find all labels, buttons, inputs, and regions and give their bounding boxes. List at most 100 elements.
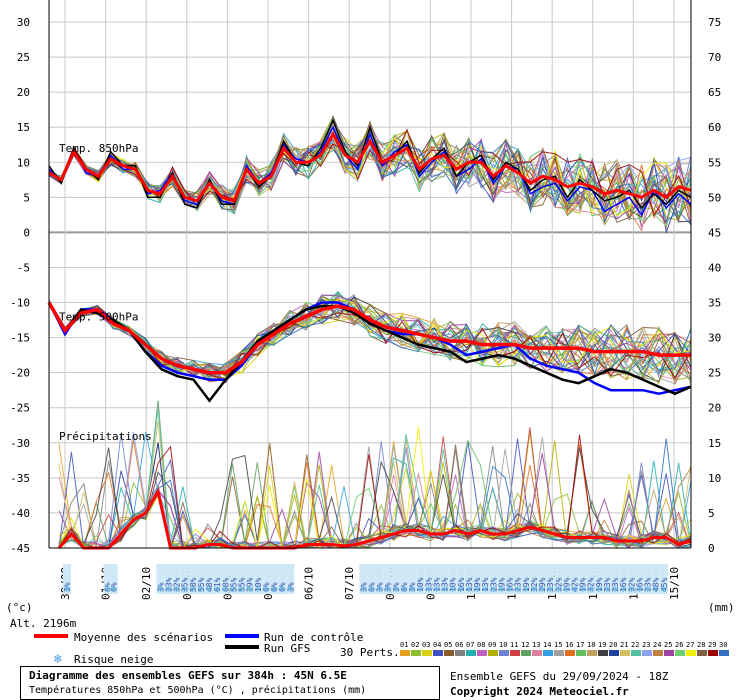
- snow-risk-band: [643, 564, 652, 594]
- pert-number: 26: [675, 641, 683, 649]
- snow-risk-band: [237, 564, 246, 594]
- footer-box: Diagramme des ensembles GEFS sur 384h : …: [20, 666, 440, 700]
- x-tick-label: 15/10: [668, 567, 681, 600]
- snow-risk-band: [375, 564, 384, 594]
- snow-risk-band: [221, 564, 230, 594]
- pert-swatch: [598, 650, 608, 656]
- snow-risk-pct: 19%: [579, 577, 588, 592]
- snowflake-icon: ❄: [621, 585, 627, 595]
- panel-label-t500: Temp. 500hPa: [59, 311, 138, 324]
- snowflake-icon: ❄: [401, 585, 407, 595]
- left-tick-label: 20: [17, 86, 30, 99]
- snowflake-icon: ❄: [231, 585, 237, 595]
- pert-swatch: [477, 650, 487, 656]
- left-tick-label: -15: [10, 332, 30, 345]
- snow-risk-pct: 32%: [173, 577, 182, 592]
- snow-risk-pct: 16%: [506, 577, 515, 592]
- snowflake-icon: ❄: [158, 585, 164, 595]
- pert-number: 05: [444, 641, 452, 649]
- snowflake-icon: ❄: [466, 585, 472, 595]
- snowflake-icon: ❄: [482, 585, 488, 595]
- pert-number: 08: [477, 641, 485, 649]
- pert-number: 18: [587, 641, 595, 649]
- left-tick-label: 30: [17, 16, 30, 29]
- right-tick-label: 20: [708, 402, 721, 415]
- snow-risk-pct: 32%: [554, 577, 563, 592]
- pert-swatch: [719, 650, 729, 656]
- snow-risk-band: [538, 564, 547, 594]
- pert-number: 04: [433, 641, 441, 649]
- pert-number: 24: [653, 641, 661, 649]
- snow-risk-band: [497, 564, 506, 594]
- pert-swatch: [521, 650, 531, 656]
- snowflake-icon: ❄: [166, 585, 172, 595]
- snow-risk-band: [164, 564, 173, 594]
- member-850-line: [48, 123, 692, 230]
- pert-swatch: [620, 650, 630, 656]
- snow-risk-band: [627, 564, 636, 594]
- left-tick-label: 0: [23, 226, 30, 239]
- snow-risk-pct: 29%: [538, 577, 547, 592]
- snow-risk-band: [188, 564, 197, 594]
- snow-risk-pct: 42%: [571, 577, 580, 592]
- snowflake-icon: ❄: [596, 585, 602, 595]
- pert-number: 06: [455, 641, 463, 649]
- snowflake-icon: ❄: [661, 585, 667, 595]
- pert-number: 25: [664, 641, 672, 649]
- pert-swatch: [444, 650, 454, 656]
- snowflake-icon: ❄: [442, 585, 448, 595]
- snow-risk-pct: 6%: [400, 582, 409, 592]
- pert-number: 16: [565, 641, 573, 649]
- snow-risk-band: [261, 564, 270, 594]
- snow-risk-pct: 19%: [473, 577, 482, 592]
- snow-risk-pct: 13%: [441, 577, 450, 592]
- left-tick-label: 10: [17, 156, 30, 169]
- snow-risk-band: [245, 564, 254, 594]
- snowflake-icon: ❄: [111, 585, 117, 595]
- left-tick-label: 5: [23, 191, 30, 204]
- snowflake-icon: ❄: [361, 585, 367, 595]
- pert-swatch: [411, 650, 421, 656]
- snow-risk-band: [270, 564, 279, 594]
- snow-risk-pct: 3%: [384, 582, 393, 592]
- left-tick-label: 15: [17, 121, 30, 134]
- snow-risk-pct: 45%: [660, 577, 669, 592]
- snow-risk-band: [286, 564, 295, 594]
- left-tick-label: -40: [10, 507, 30, 520]
- member-500-line: [48, 298, 692, 379]
- pert-swatch: [664, 650, 674, 656]
- right-tick-label: 5: [708, 507, 715, 520]
- right-tick-label: 35: [708, 297, 721, 310]
- pert-swatch: [576, 650, 586, 656]
- snow-risk-pct: 19%: [562, 577, 571, 592]
- snow-risk-band: [391, 564, 400, 594]
- footer-title: Diagramme des ensembles GEFS sur 384h : …: [29, 669, 347, 682]
- snowflake-icon: ❄: [547, 585, 553, 595]
- snow-risk-band: [481, 564, 490, 594]
- snowflake-icon: ❄: [539, 585, 545, 595]
- snow-risk-band: [383, 564, 392, 594]
- snow-risk-pct: 3%: [286, 582, 295, 592]
- snow-risk-band: [521, 564, 530, 594]
- snowflake-icon: ❄: [263, 585, 269, 595]
- snowflake-icon: ❄: [604, 585, 610, 595]
- snow-risk-band: [513, 564, 522, 594]
- snow-risk-pct: 13%: [481, 577, 490, 592]
- snow-risk-band: [586, 564, 595, 594]
- pert-number: 10: [499, 641, 507, 649]
- snow-risk-band: [546, 564, 555, 594]
- left-tick-label: -25: [10, 402, 30, 415]
- snow-risk-pct: 10%: [416, 577, 425, 592]
- pert-number: 09: [488, 641, 496, 649]
- snowflake-icon: ❄: [64, 585, 70, 595]
- pert-number: 20: [609, 641, 617, 649]
- snow-risk-band: [172, 564, 181, 594]
- snowflake-icon: ❄: [653, 585, 659, 595]
- pert-swatch: [433, 650, 443, 656]
- snow-risk-pct: 55%: [229, 577, 238, 592]
- snow-risk-pct: 48%: [205, 577, 214, 592]
- pert-swatch: [499, 650, 509, 656]
- right-tick-label: 15: [708, 437, 721, 450]
- chart-legend: ❄01 02 03 04 05 06 07 08 09 10 11 12 13 14 15 16 17 18 19 2…: [34, 634, 729, 667]
- snowflake-icon: ❄: [629, 585, 635, 595]
